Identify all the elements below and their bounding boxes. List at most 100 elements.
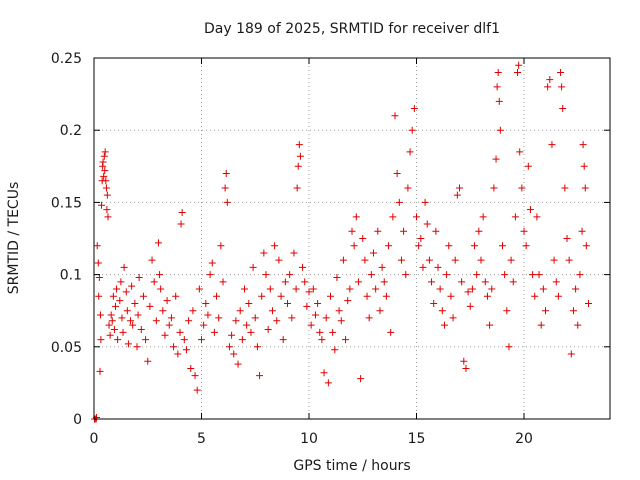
data-point xyxy=(208,259,216,267)
data-point xyxy=(223,198,231,206)
data-point xyxy=(230,350,238,358)
data-point xyxy=(453,191,461,199)
data-point xyxy=(585,299,592,307)
data-point xyxy=(292,285,300,293)
data-point xyxy=(117,278,125,286)
data-point xyxy=(301,278,309,286)
data-point xyxy=(93,242,101,250)
data-point xyxy=(176,328,184,336)
data-point xyxy=(120,263,128,271)
y-tick-label: 0 xyxy=(73,412,82,428)
data-point xyxy=(131,299,139,307)
data-point xyxy=(494,68,502,76)
data-point xyxy=(251,314,259,322)
data-point xyxy=(106,331,114,339)
data-point xyxy=(438,307,446,315)
data-point xyxy=(165,321,173,329)
data-point xyxy=(170,343,178,351)
data-point xyxy=(95,292,103,300)
data-point xyxy=(95,273,103,281)
y-tick-label: 0.2 xyxy=(60,123,82,139)
data-point xyxy=(268,307,276,315)
data-point xyxy=(247,328,255,336)
data-point xyxy=(539,285,547,293)
data-point xyxy=(128,282,136,290)
data-point xyxy=(348,227,356,235)
data-point xyxy=(104,213,112,221)
data-point xyxy=(316,328,324,336)
data-point xyxy=(123,307,131,315)
data-point xyxy=(135,273,143,281)
data-point xyxy=(311,311,319,319)
data-point xyxy=(174,350,182,358)
data-point xyxy=(507,256,515,264)
data-point xyxy=(554,292,562,300)
data-point xyxy=(458,278,466,286)
data-point xyxy=(576,271,584,279)
data-point xyxy=(533,213,541,221)
data-point xyxy=(100,152,108,160)
data-point xyxy=(395,198,403,206)
data-point xyxy=(182,346,190,354)
data-point xyxy=(293,184,301,192)
data-point xyxy=(419,263,427,271)
data-point xyxy=(515,61,523,69)
data-point xyxy=(376,307,384,315)
data-point xyxy=(119,328,127,336)
data-point xyxy=(387,328,395,336)
data-point xyxy=(225,343,233,351)
data-point xyxy=(490,184,498,192)
data-point xyxy=(100,172,108,180)
data-point xyxy=(365,314,373,322)
data-point xyxy=(492,155,500,163)
data-point xyxy=(146,302,154,310)
x-tick-label: 20 xyxy=(515,431,533,447)
data-point xyxy=(520,227,528,235)
data-point xyxy=(397,256,405,264)
data-point xyxy=(129,321,137,329)
data-point xyxy=(273,317,281,325)
data-point xyxy=(249,263,257,271)
data-point xyxy=(413,213,420,221)
y-tick-label: 0.25 xyxy=(51,51,82,67)
data-point xyxy=(578,227,586,235)
data-point xyxy=(406,148,414,156)
data-point xyxy=(322,314,330,322)
data-point xyxy=(167,314,175,322)
data-point xyxy=(493,83,501,91)
data-point xyxy=(142,336,150,344)
data-point xyxy=(139,292,147,300)
data-point xyxy=(109,292,117,300)
data-point xyxy=(471,242,479,250)
data-point xyxy=(148,256,156,264)
data-point xyxy=(96,367,104,375)
data-point xyxy=(309,285,317,293)
data-point xyxy=(238,336,246,344)
data-point xyxy=(425,256,433,264)
data-point xyxy=(346,285,354,293)
data-point xyxy=(552,278,560,286)
data-point xyxy=(537,321,545,329)
data-point xyxy=(118,314,126,322)
data-point xyxy=(234,360,242,368)
data-point xyxy=(299,263,307,271)
data-point xyxy=(333,273,341,281)
data-point xyxy=(354,278,362,286)
data-point xyxy=(295,141,303,149)
data-point xyxy=(565,256,573,264)
data-point xyxy=(305,288,313,296)
data-point xyxy=(266,285,274,293)
data-point xyxy=(253,343,261,351)
x-axis-label: GPS time / hours xyxy=(293,458,410,474)
data-point xyxy=(374,227,382,235)
data-point xyxy=(187,364,195,372)
y-tick-label: 0.05 xyxy=(51,340,82,356)
data-point xyxy=(113,285,121,293)
data-point xyxy=(195,285,203,293)
data-point xyxy=(428,278,436,286)
data-point xyxy=(189,307,197,315)
data-point xyxy=(385,242,393,250)
data-point xyxy=(161,331,169,339)
data-point xyxy=(542,307,549,315)
y-tick-label: 0.15 xyxy=(51,195,82,211)
